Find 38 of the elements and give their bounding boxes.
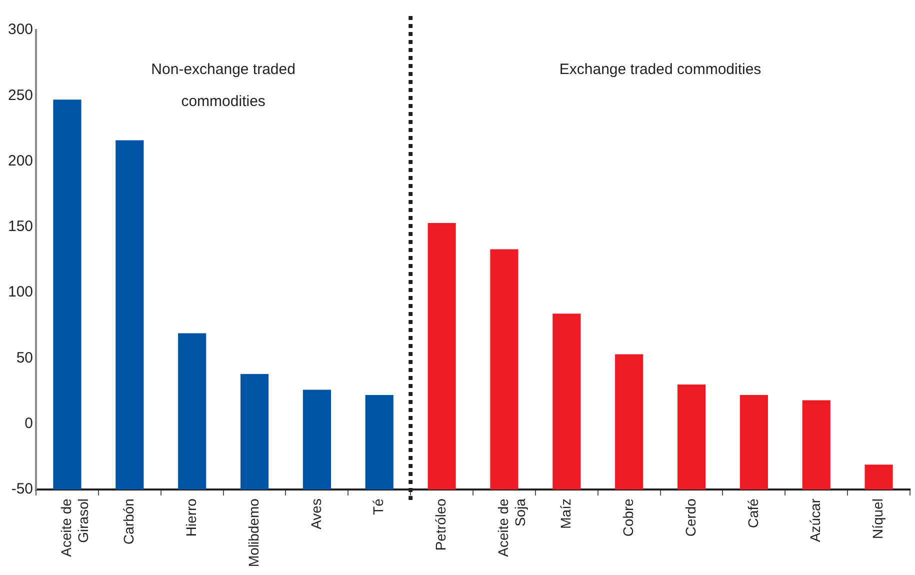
bar [53,100,82,490]
y-tick-label: 150 [8,218,34,236]
bar [802,400,830,490]
y-tick-label: 100 [8,284,34,301]
x-tick-label: Aceite de Girasol [58,498,91,557]
bar [615,354,644,490]
bar [116,140,144,490]
bar [178,333,206,490]
annotation: Non-exchange traded commodities [151,61,296,110]
annotation: Exchange traded commodities [559,61,762,78]
x-tick-label: Molibdemo [245,498,262,568]
bar [240,374,269,490]
x-tick-label: Aceite de Soja [495,498,528,557]
y-tick-label: 250 [8,86,34,104]
x-tick-label: Petróleo [432,498,449,551]
x-tick-label: Hierro [182,498,199,537]
bar [428,223,456,490]
x-tick-label: Té [370,498,386,515]
bar [552,314,581,490]
y-tick-label: 50 [16,349,34,366]
y-tick-label: -50 [11,480,34,498]
bar [365,394,394,490]
bar [490,249,518,490]
x-tick-label: Cobre [620,498,636,537]
x-tick-label: Níquel [870,498,886,539]
y-tick-label: 300 [8,21,34,38]
x-tick-label: Cerdo [682,498,698,537]
y-tick-label: 0 [24,415,34,432]
x-tick-label: Aves [308,498,324,530]
bar [740,394,768,490]
bar [677,384,706,490]
x-tick-label: Café [744,498,761,528]
bar [864,464,893,490]
bar [302,390,331,490]
x-tick-label: Azúcar [807,498,824,542]
x-tick-label: Carbón [120,498,137,544]
x-tick-label: Maíz [558,498,574,529]
y-tick-label: 200 [8,152,34,170]
